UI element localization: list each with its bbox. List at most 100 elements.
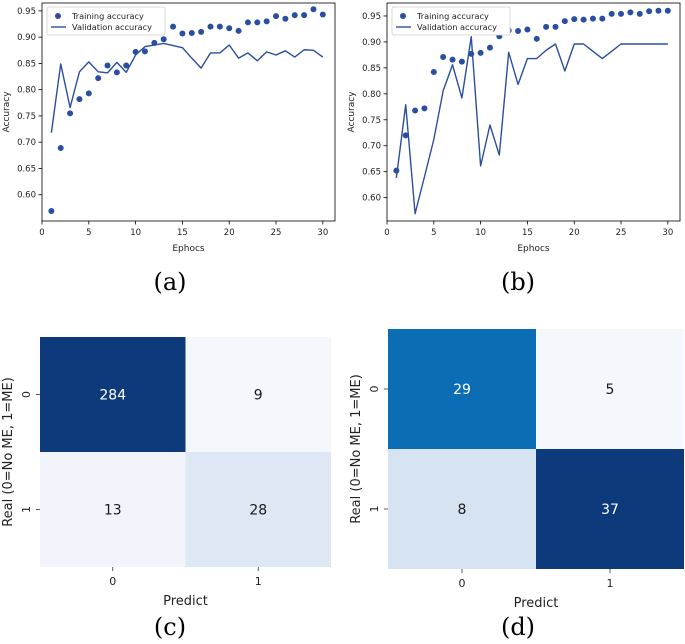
training-accuracy-point — [458, 58, 465, 65]
y-tick-label: 0 — [20, 391, 33, 398]
matrix-cell — [40, 337, 186, 452]
x-tick-label: 15 — [522, 228, 533, 238]
training-accuracy-point — [301, 12, 308, 19]
x-tick-label: 15 — [177, 228, 188, 238]
training-accuracy-point — [244, 19, 251, 26]
training-accuracy-point — [113, 69, 120, 76]
training-accuracy-point — [179, 30, 186, 37]
training-accuracy-point — [599, 15, 606, 22]
training-accuracy-point — [263, 18, 270, 25]
legend-label: Validation accuracy — [72, 22, 152, 32]
training-accuracy-point — [85, 90, 92, 97]
training-accuracy-point — [310, 6, 317, 13]
training-accuracy-point — [636, 10, 643, 17]
training-accuracy-point — [160, 36, 167, 43]
legend-marker-training — [55, 13, 61, 19]
x-tick-label: 5 — [431, 228, 436, 238]
matrix-cell — [40, 452, 186, 567]
plot-frame — [386, 2, 681, 222]
cell-value: 28 — [249, 503, 267, 519]
training-accuracy-point — [421, 105, 428, 112]
caption-b: (b) — [501, 268, 535, 296]
x-tick-label: 1 — [255, 575, 262, 588]
y-tick-label: 0.80 — [362, 90, 381, 100]
legend-box — [46, 6, 166, 36]
x-tick-label: 25 — [271, 228, 282, 238]
training-accuracy-point — [412, 107, 419, 114]
matrix-cell — [185, 452, 331, 567]
legend-marker-training — [400, 13, 406, 19]
x-axis-label: Predict — [163, 594, 208, 609]
training-accuracy-point — [552, 23, 559, 30]
y-axis-label: Accuracy — [2, 91, 12, 133]
chart-a: 0 5 10 15 20 25 30 0.60 0.65 0.70 0.75 0.80 0.85 0.90… — [2, 2, 336, 296]
training-accuracy-point — [198, 28, 205, 35]
confusion-matrix-d: 29 5 8 37 0 1 0 1 Predict Real (0=No ME, 1=ME) (… — [349, 329, 684, 641]
validation-accuracy-line — [50, 42, 324, 133]
y-tick-label: 0.90 — [17, 33, 36, 43]
x-tick-label: 30 — [662, 228, 673, 238]
training-accuracy-point — [449, 56, 456, 63]
x-axis-label: Ephocs — [172, 244, 205, 254]
legend-label: Training accuracy — [416, 11, 489, 21]
training-accuracy-point — [57, 144, 64, 151]
x-tick-label: 20 — [569, 228, 580, 238]
y-tick-label: 0.60 — [362, 194, 381, 204]
training-accuracy-point — [655, 7, 662, 14]
training-accuracy-point — [524, 26, 531, 33]
matrix-cell — [185, 337, 331, 452]
training-accuracy-point — [664, 7, 671, 14]
training-accuracy-point — [561, 18, 568, 25]
y-tick-label: 0.80 — [17, 86, 36, 96]
x-axis-label: Predict — [514, 596, 559, 611]
caption-a: (a) — [153, 268, 186, 296]
training-accuracy-point — [104, 62, 111, 69]
training-accuracy-point — [515, 28, 522, 35]
y-tick-label: 0.95 — [17, 7, 36, 17]
training-accuracy-point — [533, 35, 540, 42]
y-tick-label: 0.70 — [362, 142, 381, 152]
cell-value: 13 — [104, 503, 122, 519]
x-tick-label: 1 — [607, 577, 614, 590]
y-axis-label: Real (0=No ME, 1=ME) — [349, 374, 364, 524]
training-accuracy-point — [95, 75, 102, 82]
training-accuracy-point — [402, 132, 409, 139]
x-tick-label: 25 — [616, 228, 627, 238]
training-accuracy-point — [273, 13, 280, 20]
cell-value: 8 — [458, 502, 467, 518]
training-accuracy-point — [67, 110, 74, 117]
y-tick-label: 0.65 — [17, 164, 36, 174]
training-accuracy-point — [216, 23, 223, 30]
x-tick-label: 30 — [317, 228, 328, 238]
training-accuracy-point — [440, 53, 447, 60]
training-accuracy-point — [627, 9, 634, 16]
caption-c: (c) — [154, 613, 186, 641]
y-tick-label: 0.85 — [362, 64, 381, 74]
training-accuracy-point — [291, 12, 298, 19]
y-tick-label: 1 — [368, 506, 381, 513]
y-axis-label: Accuracy — [347, 91, 357, 133]
matrix-cell — [388, 449, 536, 569]
training-accuracy-point — [571, 16, 578, 23]
cell-value: 5 — [606, 382, 615, 398]
y-tick-label: 1 — [20, 506, 33, 513]
training-accuracy-point — [282, 15, 289, 22]
legend-label: Validation accuracy — [417, 22, 497, 32]
training-accuracy-point — [226, 25, 233, 32]
training-accuracy-point — [76, 96, 83, 103]
training-accuracy-point — [170, 23, 177, 30]
y-tick-label: 0.60 — [17, 191, 36, 201]
y-tick-label: 0.90 — [362, 38, 381, 48]
confusion-matrix-c: 284 9 13 28 0 1 0 1 Predict Real (0=No ME, 1=ME)… — [1, 337, 331, 641]
x-tick-label: 0 — [459, 577, 466, 590]
y-tick-label: 0.75 — [17, 112, 36, 122]
training-accuracy-point — [188, 29, 195, 36]
caption-d: (d) — [501, 613, 535, 641]
legend-label: Training accuracy — [71, 11, 144, 21]
matrix-cell — [388, 329, 536, 449]
x-tick-label: 0 — [109, 575, 116, 588]
training-accuracy-point — [319, 11, 326, 18]
x-tick-label: 0 — [39, 228, 44, 238]
x-tick-label: 10 — [475, 228, 486, 238]
y-tick-label: 0.85 — [17, 59, 36, 69]
